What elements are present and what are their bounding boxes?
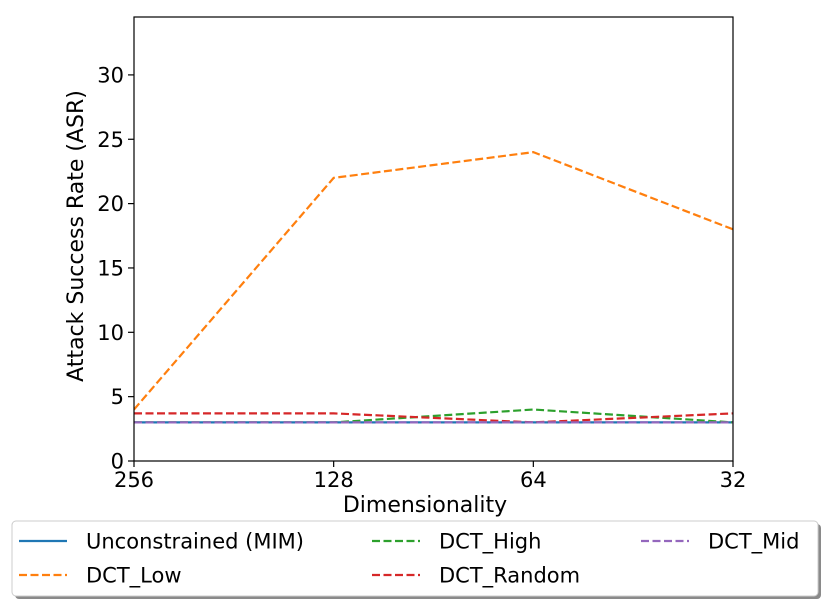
series-lines xyxy=(134,151,733,424)
x-tick-label: 256 xyxy=(114,468,154,492)
plot-frame xyxy=(133,16,734,462)
y-tick-label: 30 xyxy=(97,63,124,87)
x-tick-label: 128 xyxy=(314,468,354,492)
y-tick-label: 5 xyxy=(111,385,124,409)
y-axis-label: Attack Success Rate (ASR) xyxy=(64,90,89,382)
y-tick-label: 25 xyxy=(97,128,124,152)
x-axis-label: Dimensionality xyxy=(343,493,507,518)
legend-entry-label: DCT_High xyxy=(439,530,541,555)
series-line-dct-random xyxy=(134,412,733,424)
legend-box xyxy=(11,520,819,597)
series-line-dct-low xyxy=(134,151,733,411)
legend-entry-label: Unconstrained (MIM) xyxy=(86,530,304,554)
legend-entry-label: DCT_Random xyxy=(439,564,580,589)
y-tick-label: 20 xyxy=(97,192,124,216)
y-tick-label: 10 xyxy=(97,321,124,345)
y-tick-label: 0 xyxy=(111,450,124,474)
x-tick-label: 64 xyxy=(520,468,547,492)
legend-entry-label: DCT_Mid xyxy=(708,530,799,555)
plot-background xyxy=(134,17,733,461)
legend: Unconstrained (MIM) DCT_Low DCT_High DCT_Ra… xyxy=(11,520,821,599)
axes: 0 5 10 15 20 25 30 256 128 64 32 xyxy=(97,16,747,492)
legend-entry-label: DCT_Low xyxy=(86,564,182,589)
x-tick-label: 32 xyxy=(720,468,747,492)
plot-area xyxy=(134,17,733,461)
y-tick-label: 15 xyxy=(97,256,124,280)
